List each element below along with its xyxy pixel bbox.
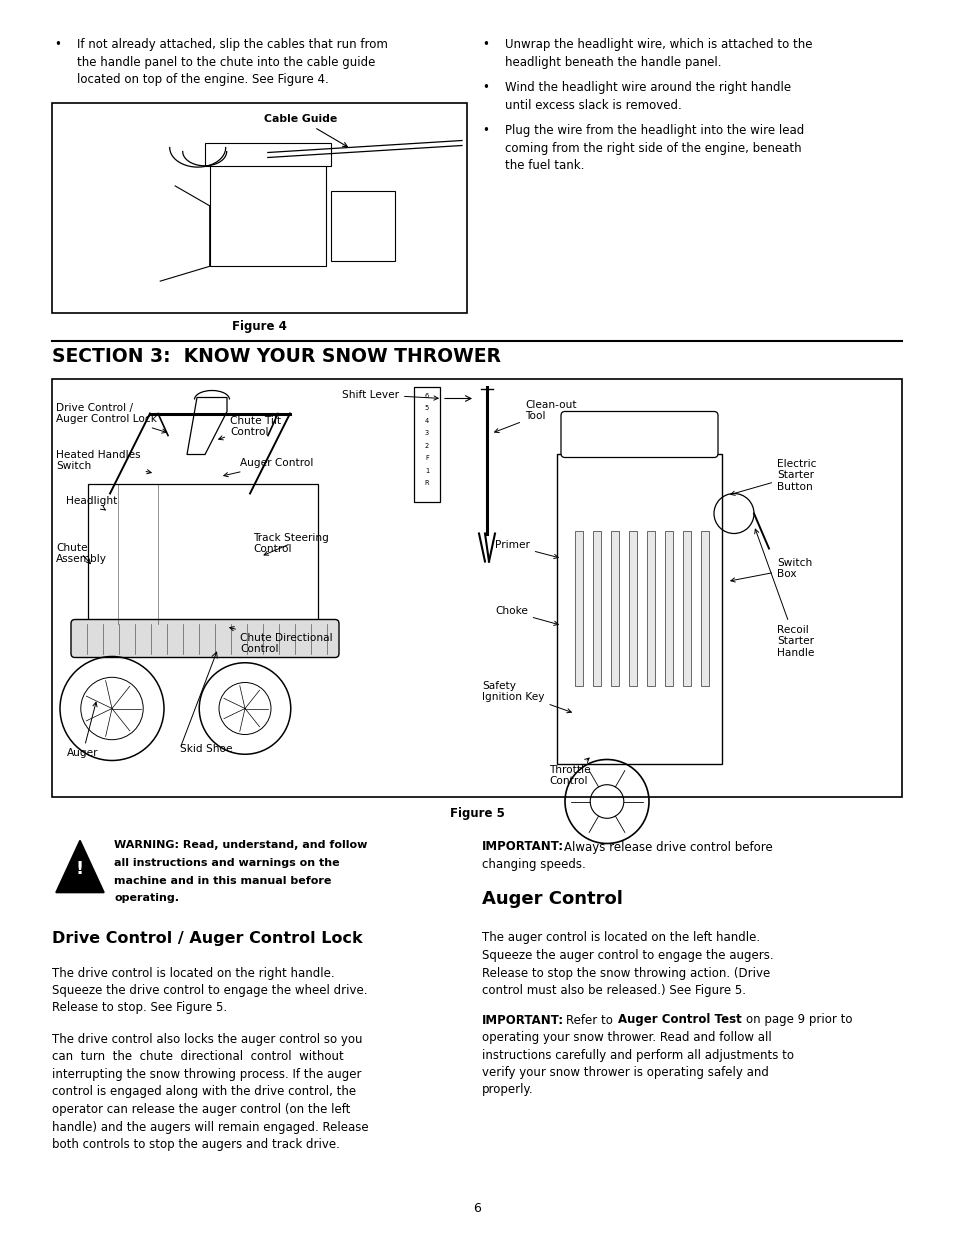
FancyBboxPatch shape	[560, 411, 718, 457]
Bar	[628, 531, 637, 685]
Text: •: •	[481, 124, 488, 137]
Text: coming from the right side of the engine, beneath: coming from the right side of the engine…	[504, 142, 801, 154]
Text: Plug the wire from the headlight into the wire lead: Plug the wire from the headlight into th…	[504, 124, 803, 137]
Text: WARNING: Read, understand, and follow: WARNING: Read, understand, and follow	[113, 841, 367, 851]
Text: 6: 6	[473, 1202, 480, 1215]
Text: Chute Tilt
Control: Chute Tilt Control	[218, 416, 281, 440]
Text: can  turn  the  chute  directional  control  without: can turn the chute directional control w…	[52, 1051, 343, 1063]
Text: •: •	[481, 82, 488, 94]
Text: properly.: properly.	[481, 1083, 533, 1097]
Text: Unwrap the headlight wire, which is attached to the: Unwrap the headlight wire, which is atta…	[504, 38, 812, 51]
Bar	[210, 165, 326, 267]
Text: !: !	[76, 860, 84, 878]
Text: both controls to stop the augers and track drive.: both controls to stop the augers and tra…	[52, 1137, 339, 1151]
Text: located on top of the engine. See Figure 4.: located on top of the engine. See Figure…	[77, 73, 329, 86]
Text: Auger: Auger	[67, 703, 98, 758]
Text: Shift Lever: Shift Lever	[341, 389, 437, 400]
Bar	[52, 378, 901, 797]
Text: control is engaged along with the drive control, the: control is engaged along with the drive …	[52, 1086, 355, 1098]
Text: operating your snow thrower. Read and follow all: operating your snow thrower. Read and fo…	[481, 1031, 771, 1044]
Text: headlight beneath the handle panel.: headlight beneath the handle panel.	[504, 56, 720, 68]
Text: Throttle
Control: Throttle Control	[548, 758, 590, 787]
Text: the handle panel to the chute into the cable guide: the handle panel to the chute into the c…	[77, 56, 375, 68]
Bar	[414, 387, 439, 501]
Text: Figure 5: Figure 5	[449, 806, 504, 820]
Text: Refer to: Refer to	[565, 1014, 612, 1026]
Text: handle) and the augers will remain engaged. Release: handle) and the augers will remain engag…	[52, 1120, 368, 1134]
Text: •: •	[481, 38, 488, 51]
Text: Recoil
Starter
Handle: Recoil Starter Handle	[754, 529, 814, 658]
Text: Auger Control: Auger Control	[224, 458, 313, 477]
Text: F: F	[425, 454, 429, 461]
Text: instructions carefully and perform all adjustments to: instructions carefully and perform all a…	[481, 1049, 793, 1062]
Text: Release to stop. See Figure 5.: Release to stop. See Figure 5.	[52, 1002, 227, 1014]
Text: Drive Control / Auger Control Lock: Drive Control / Auger Control Lock	[52, 930, 362, 946]
Text: The drive control also locks the auger control so you: The drive control also locks the auger c…	[52, 1032, 362, 1046]
Text: machine and in this manual before: machine and in this manual before	[113, 876, 331, 885]
Text: Wind the headlight wire around the right handle: Wind the headlight wire around the right…	[504, 82, 790, 94]
Bar	[52, 103, 467, 312]
Text: operating.: operating.	[113, 893, 179, 903]
Text: SECTION 3:  KNOW YOUR SNOW THROWER: SECTION 3: KNOW YOUR SNOW THROWER	[52, 347, 500, 366]
FancyBboxPatch shape	[71, 620, 338, 657]
Bar	[331, 190, 395, 262]
Text: R: R	[424, 480, 429, 487]
Text: until excess slack is removed.: until excess slack is removed.	[504, 99, 681, 111]
FancyBboxPatch shape	[88, 483, 317, 624]
Text: all instructions and warnings on the: all instructions and warnings on the	[113, 858, 339, 868]
Text: operator can release the auger control (on the left: operator can release the auger control (…	[52, 1103, 350, 1116]
Bar	[664, 531, 672, 685]
Text: Cable Guide: Cable Guide	[264, 115, 347, 147]
Text: 1: 1	[424, 468, 429, 473]
Text: 3: 3	[424, 430, 429, 436]
Text: Heated Handles
Switch: Heated Handles Switch	[56, 450, 152, 474]
Bar	[557, 453, 721, 763]
Text: Switch
Box: Switch Box	[730, 558, 811, 582]
Bar	[610, 531, 618, 685]
Text: the fuel tank.: the fuel tank.	[504, 159, 584, 172]
Bar	[700, 531, 708, 685]
Text: Auger Control Test: Auger Control Test	[618, 1014, 741, 1026]
Text: If not already attached, slip the cables that run from: If not already attached, slip the cables…	[77, 38, 388, 51]
Text: Auger Control: Auger Control	[481, 889, 622, 908]
Text: 2: 2	[424, 442, 429, 448]
Text: Always release drive control before: Always release drive control before	[563, 841, 772, 853]
Text: verify your snow thrower is operating safely and: verify your snow thrower is operating sa…	[481, 1066, 768, 1079]
Text: Primer: Primer	[495, 541, 558, 558]
Text: Release to stop the snow throwing action. (Drive: Release to stop the snow throwing action…	[481, 967, 769, 979]
Text: changing speeds.: changing speeds.	[481, 858, 585, 871]
Text: Headlight: Headlight	[66, 495, 117, 510]
Text: The auger control is located on the left handle.: The auger control is located on the left…	[481, 931, 760, 945]
Text: on page 9 prior to: on page 9 prior to	[745, 1014, 852, 1026]
Text: Chute Directional
Control: Chute Directional Control	[230, 626, 333, 655]
Polygon shape	[56, 841, 104, 893]
Bar	[575, 531, 582, 685]
Text: •: •	[54, 38, 61, 51]
Text: Chute
Assembly: Chute Assembly	[56, 542, 107, 564]
Bar	[682, 531, 690, 685]
Text: Track Steering
Control: Track Steering Control	[253, 532, 329, 556]
Text: Skid Shoe: Skid Shoe	[180, 743, 233, 753]
Text: The drive control is located on the right handle.: The drive control is located on the righ…	[52, 967, 335, 979]
Text: 4: 4	[424, 417, 429, 424]
Text: Drive Control /
Auger Control Lock: Drive Control / Auger Control Lock	[56, 403, 166, 433]
Text: Choke: Choke	[495, 606, 558, 625]
Text: Clean-out
Tool: Clean-out Tool	[494, 400, 576, 432]
Text: Squeeze the drive control to engage the wheel drive.: Squeeze the drive control to engage the …	[52, 984, 367, 997]
Text: control must also be released.) See Figure 5.: control must also be released.) See Figu…	[481, 984, 745, 997]
Text: interrupting the snow throwing process. If the auger: interrupting the snow throwing process. …	[52, 1068, 361, 1081]
Bar	[593, 531, 600, 685]
Bar	[646, 531, 655, 685]
Text: IMPORTANT:: IMPORTANT:	[481, 1014, 563, 1026]
Text: Safety
Ignition Key: Safety Ignition Key	[481, 680, 571, 713]
Text: Figure 4: Figure 4	[232, 320, 287, 332]
Text: 5: 5	[424, 405, 429, 411]
Bar	[205, 143, 331, 165]
Text: IMPORTANT:: IMPORTANT:	[481, 841, 563, 853]
Text: Electric
Starter
Button: Electric Starter Button	[730, 459, 816, 495]
Text: 6: 6	[424, 393, 429, 399]
Polygon shape	[187, 398, 227, 454]
Text: Squeeze the auger control to engage the augers.: Squeeze the auger control to engage the …	[481, 948, 773, 962]
